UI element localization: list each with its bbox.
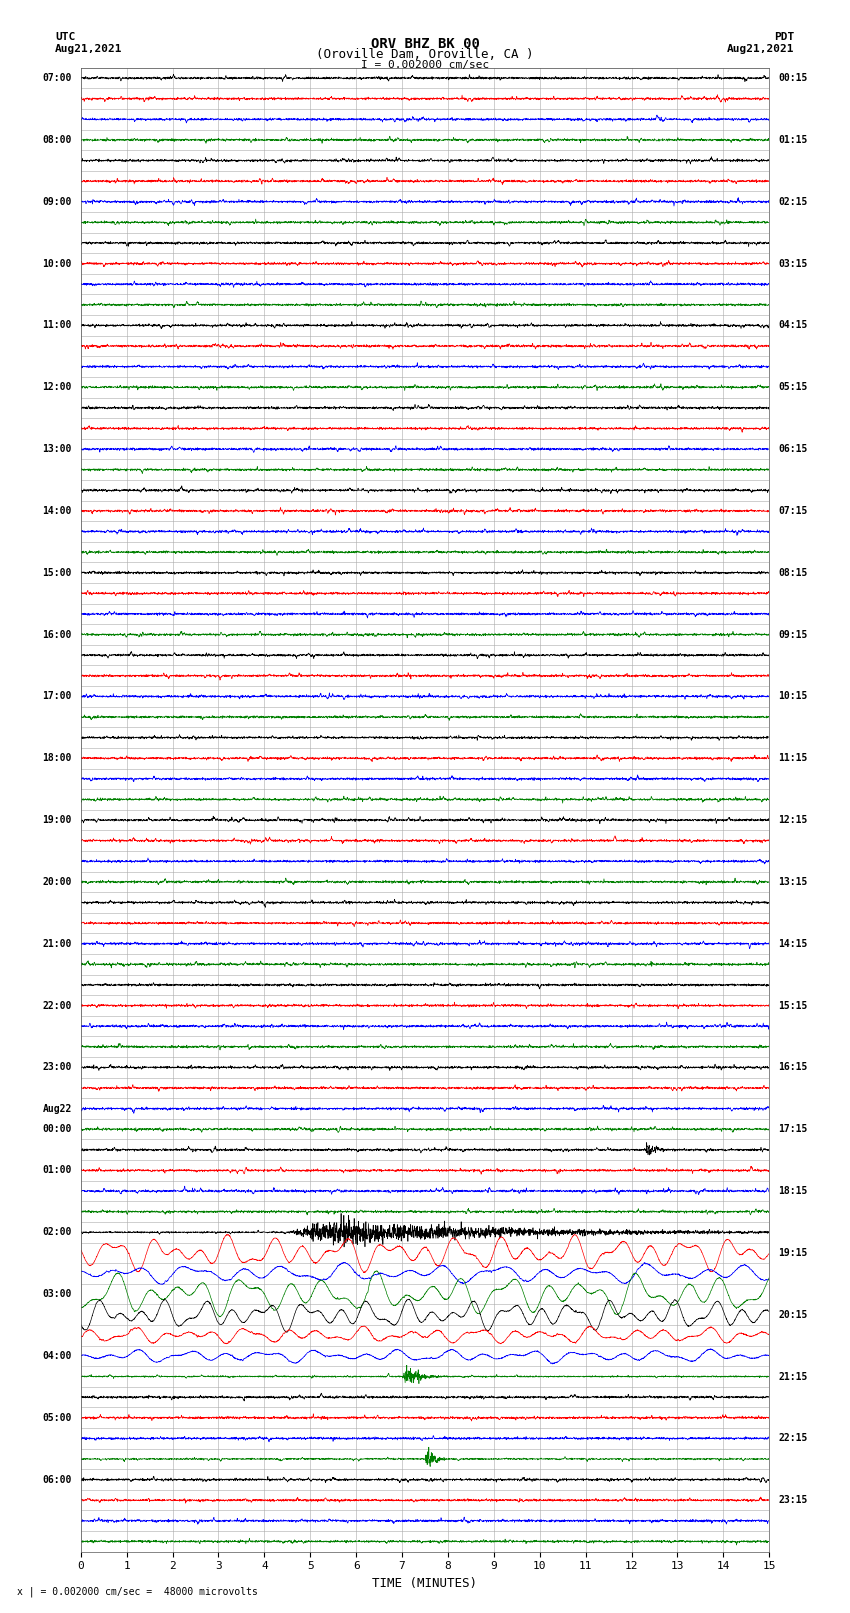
Text: Aug22: Aug22 xyxy=(42,1103,71,1113)
Text: I = 0.002000 cm/sec: I = 0.002000 cm/sec xyxy=(361,60,489,69)
Text: 22:15: 22:15 xyxy=(779,1434,808,1444)
Text: 07:15: 07:15 xyxy=(779,506,808,516)
Text: 11:00: 11:00 xyxy=(42,321,71,331)
Text: 23:15: 23:15 xyxy=(779,1495,808,1505)
Text: 13:00: 13:00 xyxy=(42,444,71,453)
Text: 02:00: 02:00 xyxy=(42,1227,71,1237)
Text: 18:00: 18:00 xyxy=(42,753,71,763)
Text: 04:00: 04:00 xyxy=(42,1352,71,1361)
Text: 22:00: 22:00 xyxy=(42,1000,71,1010)
Text: 03:00: 03:00 xyxy=(42,1289,71,1298)
Text: 15:00: 15:00 xyxy=(42,568,71,577)
Text: 12:00: 12:00 xyxy=(42,382,71,392)
Text: 14:15: 14:15 xyxy=(779,939,808,948)
Text: 03:15: 03:15 xyxy=(779,258,808,268)
Text: 10:00: 10:00 xyxy=(42,258,71,268)
Text: 19:15: 19:15 xyxy=(779,1248,808,1258)
Text: 17:15: 17:15 xyxy=(779,1124,808,1134)
Text: 20:15: 20:15 xyxy=(779,1310,808,1319)
Text: 13:15: 13:15 xyxy=(779,877,808,887)
Text: 15:15: 15:15 xyxy=(779,1000,808,1010)
X-axis label: TIME (MINUTES): TIME (MINUTES) xyxy=(372,1578,478,1590)
Text: (Oroville Dam, Oroville, CA ): (Oroville Dam, Oroville, CA ) xyxy=(316,48,534,61)
Text: 12:15: 12:15 xyxy=(779,815,808,824)
Text: 00:00: 00:00 xyxy=(42,1124,71,1134)
Text: Aug21,2021: Aug21,2021 xyxy=(55,44,122,53)
Text: 20:00: 20:00 xyxy=(42,877,71,887)
Text: 09:00: 09:00 xyxy=(42,197,71,206)
Text: 21:00: 21:00 xyxy=(42,939,71,948)
Text: 04:15: 04:15 xyxy=(779,321,808,331)
Text: x | = 0.002000 cm/sec =  48000 microvolts: x | = 0.002000 cm/sec = 48000 microvolts xyxy=(17,1586,258,1597)
Text: 01:15: 01:15 xyxy=(779,135,808,145)
Text: 16:00: 16:00 xyxy=(42,629,71,639)
Text: 08:00: 08:00 xyxy=(42,135,71,145)
Text: 21:15: 21:15 xyxy=(779,1371,808,1381)
Text: 09:15: 09:15 xyxy=(779,629,808,639)
Text: 05:00: 05:00 xyxy=(42,1413,71,1423)
Text: 06:15: 06:15 xyxy=(779,444,808,453)
Text: 14:00: 14:00 xyxy=(42,506,71,516)
Text: 05:15: 05:15 xyxy=(779,382,808,392)
Text: 01:00: 01:00 xyxy=(42,1166,71,1176)
Text: 07:00: 07:00 xyxy=(42,73,71,82)
Text: 17:00: 17:00 xyxy=(42,692,71,702)
Text: 11:15: 11:15 xyxy=(779,753,808,763)
Text: 02:15: 02:15 xyxy=(779,197,808,206)
Text: PDT: PDT xyxy=(774,32,795,42)
Text: Aug21,2021: Aug21,2021 xyxy=(728,44,795,53)
Text: 18:15: 18:15 xyxy=(779,1186,808,1195)
Text: 10:15: 10:15 xyxy=(779,692,808,702)
Text: 23:00: 23:00 xyxy=(42,1063,71,1073)
Text: 00:15: 00:15 xyxy=(779,73,808,82)
Text: 16:15: 16:15 xyxy=(779,1063,808,1073)
Text: ORV BHZ BK 00: ORV BHZ BK 00 xyxy=(371,37,479,52)
Text: 08:15: 08:15 xyxy=(779,568,808,577)
Text: 19:00: 19:00 xyxy=(42,815,71,824)
Text: UTC: UTC xyxy=(55,32,76,42)
Text: 06:00: 06:00 xyxy=(42,1474,71,1484)
